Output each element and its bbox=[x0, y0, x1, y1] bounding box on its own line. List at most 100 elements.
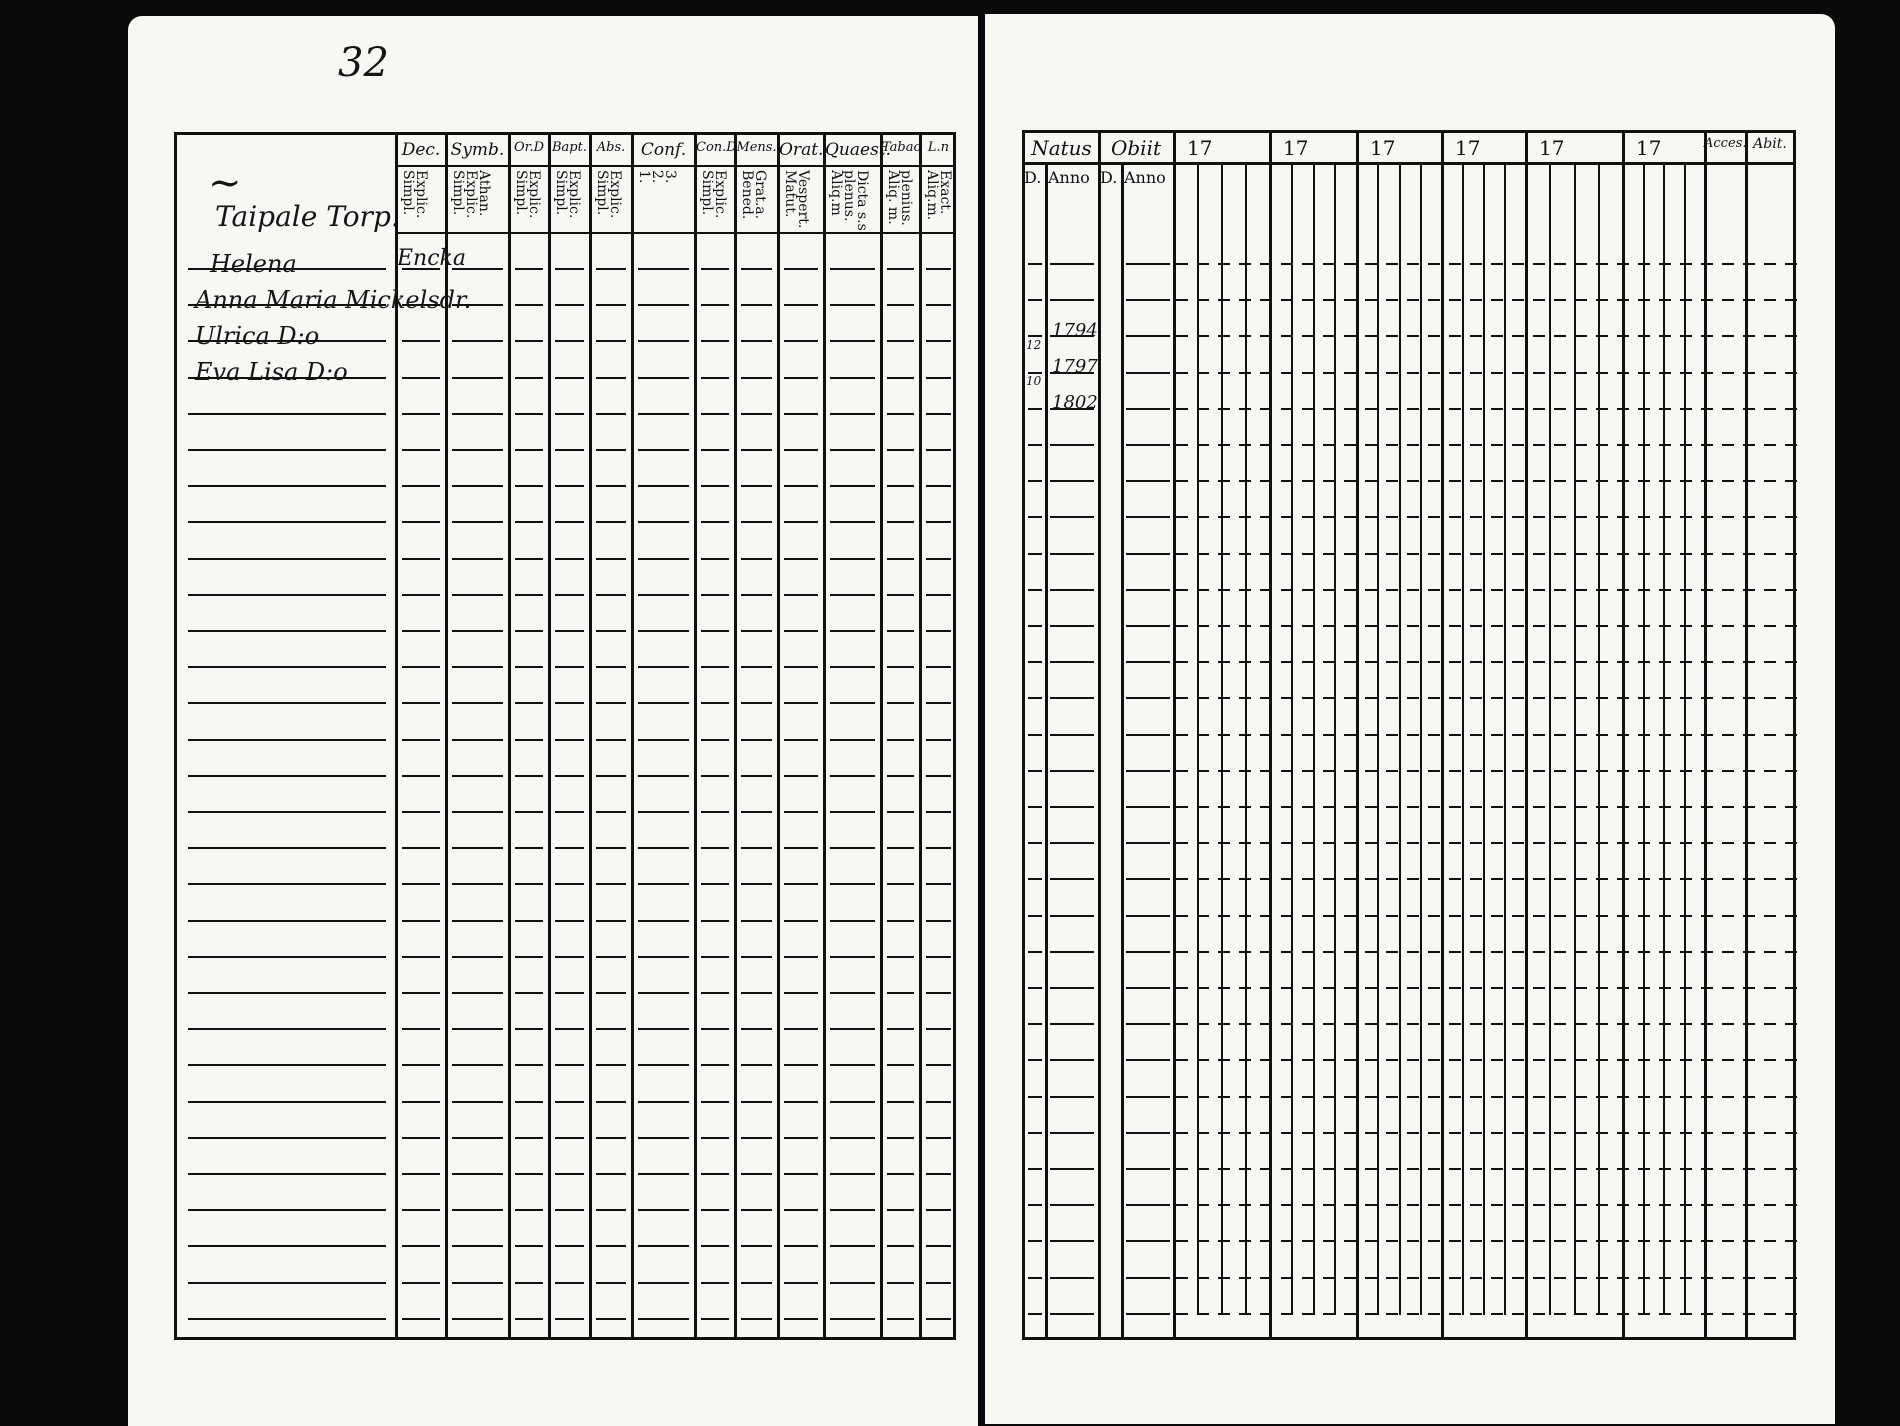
row-line bbox=[1722, 1096, 1734, 1098]
row-line bbox=[1701, 661, 1713, 663]
row-line bbox=[1028, 987, 1042, 989]
row-line bbox=[1365, 1313, 1377, 1315]
cell-row-line bbox=[638, 449, 689, 451]
row-line bbox=[1659, 408, 1671, 410]
cell-row-line bbox=[887, 1137, 914, 1139]
row-line bbox=[1386, 734, 1398, 736]
cell-row-line bbox=[515, 992, 543, 994]
cell-row-line bbox=[887, 883, 914, 885]
row-line bbox=[1323, 553, 1335, 555]
row-line bbox=[1491, 1132, 1503, 1134]
row-line bbox=[1554, 697, 1566, 699]
row-line bbox=[1491, 553, 1503, 555]
cell-row-line bbox=[515, 920, 543, 922]
cell-row-line bbox=[596, 1101, 626, 1103]
cell-row-line bbox=[741, 1318, 772, 1320]
row-line bbox=[1386, 1023, 1398, 1025]
row-line bbox=[1126, 1168, 1170, 1170]
row-line bbox=[1386, 1240, 1398, 1242]
row-line bbox=[1491, 625, 1503, 627]
row-line bbox=[1659, 951, 1671, 953]
cell-row-line bbox=[701, 775, 729, 777]
row-line bbox=[1596, 1313, 1608, 1315]
cell-row-line bbox=[452, 702, 503, 704]
name-row-line bbox=[188, 304, 386, 306]
cell-row-line bbox=[596, 920, 626, 922]
row-line bbox=[1126, 263, 1170, 265]
cell-row-line bbox=[555, 775, 584, 777]
name-row-line bbox=[188, 1028, 386, 1030]
cell-row-line bbox=[784, 883, 818, 885]
row-line bbox=[1028, 1132, 1042, 1134]
row-line bbox=[1323, 1096, 1335, 1098]
row-line bbox=[1050, 625, 1094, 627]
row-line bbox=[1596, 1240, 1608, 1242]
row-line bbox=[1407, 987, 1419, 989]
dec-note: Encka bbox=[397, 246, 466, 271]
cell-row-line bbox=[784, 1282, 818, 1284]
row-line bbox=[1407, 372, 1419, 374]
row-line bbox=[1680, 1132, 1692, 1134]
row-line bbox=[1659, 1096, 1671, 1098]
cell-row-line bbox=[596, 1209, 626, 1211]
row-line bbox=[1722, 842, 1734, 844]
row-line bbox=[1512, 842, 1524, 844]
row-line bbox=[1722, 1059, 1734, 1061]
row-line bbox=[1344, 372, 1356, 374]
cell-row-line bbox=[402, 268, 440, 270]
row-line bbox=[1554, 915, 1566, 917]
cell-row-line bbox=[784, 1318, 818, 1320]
row-line bbox=[1785, 335, 1797, 337]
row-line bbox=[1554, 1313, 1566, 1315]
row-line bbox=[1323, 1023, 1335, 1025]
row-line bbox=[1512, 1096, 1524, 1098]
row-line bbox=[1428, 1204, 1440, 1206]
row-line bbox=[1260, 1132, 1272, 1134]
row-line bbox=[1617, 516, 1629, 518]
row-line bbox=[1028, 842, 1042, 844]
row-line bbox=[1617, 915, 1629, 917]
year-subcolumn bbox=[1377, 165, 1379, 1315]
row-line bbox=[1470, 1313, 1482, 1315]
row-line bbox=[1680, 1240, 1692, 1242]
row-line bbox=[1743, 806, 1755, 808]
row-line bbox=[1218, 951, 1230, 953]
row-line bbox=[1028, 1204, 1042, 1206]
row-line bbox=[1449, 1096, 1461, 1098]
row-line bbox=[1701, 1313, 1713, 1315]
row-line bbox=[1701, 1059, 1713, 1061]
row-line bbox=[1659, 480, 1671, 482]
row-line bbox=[1365, 625, 1377, 627]
row-line bbox=[1176, 1313, 1188, 1315]
row-line bbox=[1176, 915, 1188, 917]
row-line bbox=[1386, 987, 1398, 989]
row-line bbox=[1126, 589, 1170, 591]
row-line bbox=[1050, 842, 1094, 844]
cell-row-line bbox=[596, 340, 626, 342]
row-line bbox=[1743, 335, 1755, 337]
row-line bbox=[1659, 842, 1671, 844]
row-line bbox=[1407, 1132, 1419, 1134]
row-line bbox=[1512, 444, 1524, 446]
row-line bbox=[1764, 878, 1776, 880]
row-line bbox=[1323, 299, 1335, 301]
cell-row-line bbox=[452, 449, 503, 451]
cell-row-line bbox=[741, 1101, 772, 1103]
row-line bbox=[1176, 1204, 1188, 1206]
row-line bbox=[1722, 1277, 1734, 1279]
row-line bbox=[1386, 697, 1398, 699]
cell-row-line bbox=[701, 702, 729, 704]
cell-row-line bbox=[830, 920, 875, 922]
cell-row-line bbox=[402, 992, 440, 994]
row-line bbox=[1533, 915, 1545, 917]
row-line bbox=[1407, 697, 1419, 699]
row-line bbox=[1533, 480, 1545, 482]
row-line bbox=[1743, 372, 1755, 374]
row-line bbox=[1344, 951, 1356, 953]
row-line bbox=[1596, 480, 1608, 482]
row-line bbox=[1722, 1313, 1734, 1315]
row-line bbox=[1126, 299, 1170, 301]
row-line bbox=[1407, 1240, 1419, 1242]
row-line bbox=[1764, 1240, 1776, 1242]
row-line bbox=[1449, 842, 1461, 844]
